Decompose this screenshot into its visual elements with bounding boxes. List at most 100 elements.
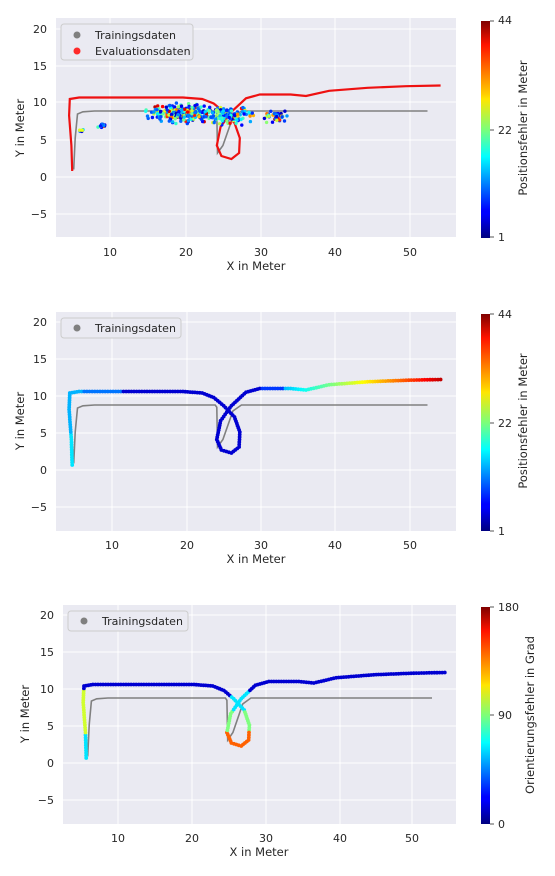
prediction-point [147, 389, 152, 394]
colorbar-gradient [481, 314, 490, 531]
prediction-point [101, 682, 105, 687]
colorbar-gradient [481, 607, 490, 824]
error-point [248, 114, 252, 118]
prediction-point [404, 378, 408, 383]
error-point [247, 110, 251, 115]
panel-1: 10 20 30 40 50 20 15 10 5 0 −5 X in Mete… [13, 14, 530, 273]
colorbar-tick-label: 1 [498, 231, 505, 244]
x-tick-label: 50 [405, 832, 419, 845]
error-point [283, 109, 287, 113]
colorbar-label: Positionsfehler in Meter [516, 60, 530, 196]
evaluation-path [67, 84, 441, 172]
prediction-point [124, 389, 129, 394]
y-tick-label: 5 [40, 134, 47, 147]
error-point [267, 114, 271, 118]
gridlines [63, 605, 456, 824]
prediction-point [417, 378, 422, 382]
x-tick-label: 20 [179, 246, 193, 259]
prediction-point [430, 377, 435, 382]
error-points [78, 101, 289, 134]
error-point [174, 101, 179, 105]
error-point [165, 108, 169, 112]
x-axis-label: X in Meter [227, 552, 286, 566]
error-point [203, 110, 207, 114]
y-tick-label: 5 [47, 720, 54, 733]
legend-box [60, 317, 182, 339]
error-point [225, 114, 229, 118]
colorbar-tick-label: 22 [498, 417, 512, 430]
prediction-point [79, 389, 84, 394]
prediction-point [425, 377, 430, 382]
prediction-point [129, 389, 134, 394]
training-path [72, 110, 428, 170]
prediction-point [85, 389, 89, 394]
x-tick-label: 30 [254, 539, 268, 552]
error-point [160, 104, 165, 109]
colorbar-tick-label: 180 [498, 601, 519, 614]
error-point [182, 115, 186, 119]
colorbar-gradient [481, 21, 490, 238]
prediction-point [414, 671, 419, 675]
error-point [213, 117, 218, 121]
prediction-point [77, 389, 81, 394]
error-point [269, 109, 273, 114]
error-point [262, 116, 267, 121]
error-point [179, 104, 184, 108]
prediction-point [113, 682, 118, 687]
error-point [190, 112, 194, 116]
colorbar: 44 22 1 Positionsfehler in Meter [481, 14, 530, 244]
prediction-point [275, 386, 280, 391]
prediction-point [257, 386, 262, 391]
error-point [275, 118, 279, 123]
x-tick-label: 50 [403, 246, 417, 259]
legend-marker-training [73, 31, 81, 39]
error-point [155, 108, 159, 112]
prediction-point [175, 389, 180, 394]
error-point [198, 109, 202, 113]
colorbar-tick-label: 0 [498, 818, 505, 831]
prediction-point [100, 389, 105, 394]
x-tick-label: 10 [111, 832, 125, 845]
prediction-point [283, 386, 288, 391]
prediction-point [145, 389, 149, 394]
y-tick-label: 20 [33, 23, 47, 36]
prediction-point [82, 389, 87, 394]
error-point [199, 105, 203, 109]
legend-marker-training [73, 324, 81, 332]
y-tick-label: 15 [40, 646, 54, 659]
error-point [186, 114, 190, 118]
prediction-point [260, 386, 265, 391]
prediction-point [152, 682, 156, 687]
prediction-point [432, 670, 437, 675]
prediction-point [422, 377, 427, 382]
legend-label-evaluation: Evaluationsdaten [95, 45, 191, 58]
error-point [233, 113, 237, 118]
error-point [180, 110, 184, 115]
x-axis-label: X in Meter [227, 259, 286, 273]
prediction-point [381, 379, 385, 383]
prediction-point [438, 377, 443, 382]
prediction-point [160, 389, 165, 394]
error-point [239, 117, 243, 122]
y-tick-label: 15 [33, 353, 47, 366]
prediction-point [119, 389, 123, 394]
colorbar: 44 22 1 Positionsfehler in Meter [481, 308, 530, 538]
error-point [210, 111, 215, 115]
y-tick-labels: 20 15 10 5 0 −5 [31, 316, 47, 514]
error-point [145, 114, 150, 118]
error-point [78, 128, 82, 132]
prediction-point [442, 670, 447, 675]
x-tick-label: 10 [103, 246, 117, 259]
error-point [80, 128, 84, 132]
y-tick-label: 0 [40, 464, 47, 477]
y-tick-labels: 20 15 10 5 0 −5 [38, 609, 54, 807]
error-point [225, 108, 229, 113]
x-axis-label: X in Meter [230, 845, 289, 859]
error-point [277, 118, 282, 122]
error-point [216, 109, 220, 114]
panel-3: 10 20 30 40 50 20 15 10 5 0 −5 X in Mete… [18, 601, 537, 859]
error-point [235, 118, 239, 122]
error-point [280, 115, 284, 119]
prediction-point [393, 378, 398, 383]
error-point [197, 115, 201, 119]
